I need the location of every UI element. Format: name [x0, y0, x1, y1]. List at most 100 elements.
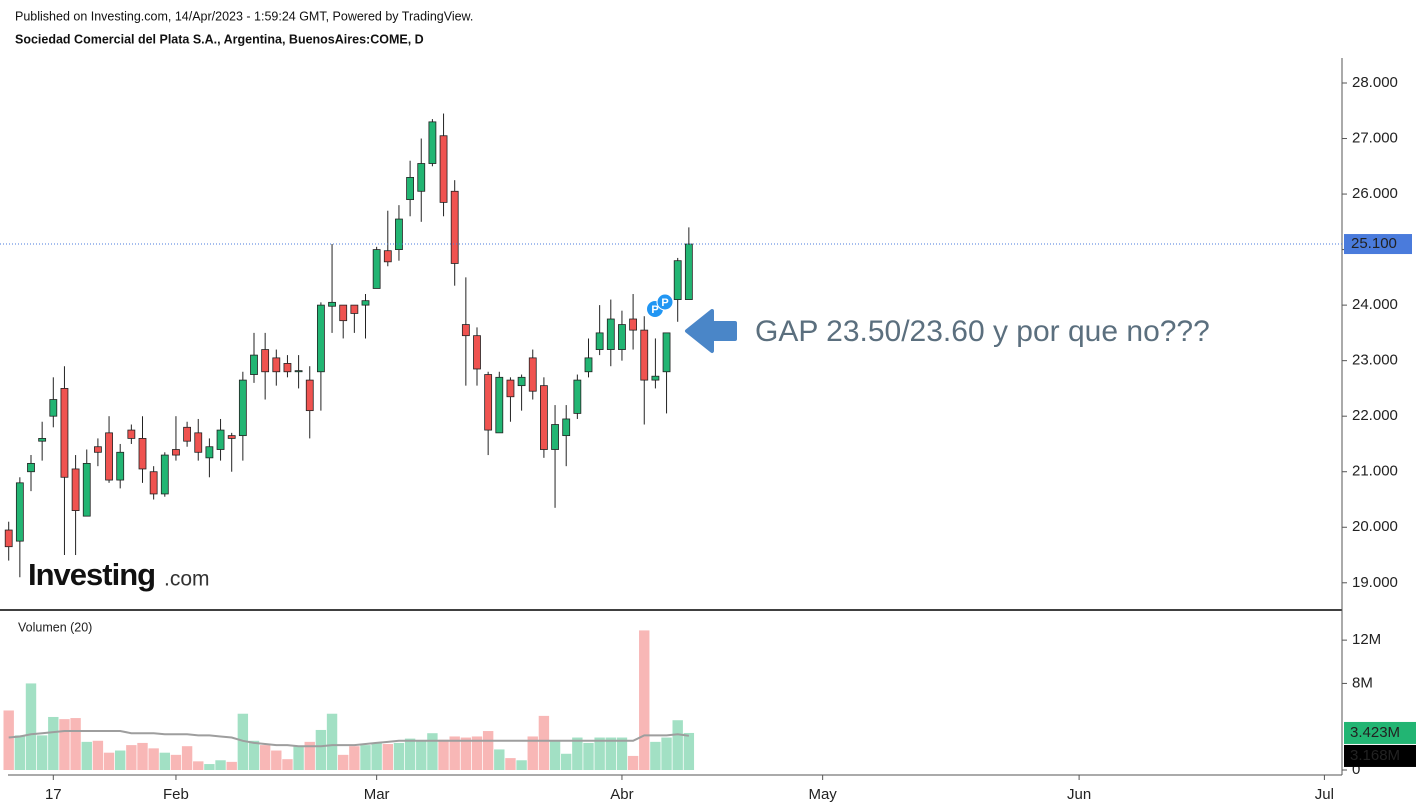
- candle-body: [261, 349, 270, 373]
- y-tick-label: 12M: [1352, 631, 1381, 648]
- volume-bar: [616, 737, 628, 770]
- marker-dot: [656, 293, 674, 311]
- volume-bar: [48, 716, 59, 770]
- volume-bar: [271, 750, 282, 770]
- annotation: GAP 23.50/23.60 y por que no???: [755, 315, 1210, 348]
- volume-bar: [449, 736, 460, 770]
- candle-body: [673, 260, 682, 300]
- candle-body: [138, 438, 147, 470]
- volume-bar: [14, 735, 26, 770]
- candle-body: [294, 370, 303, 373]
- volume-bar: [103, 752, 115, 770]
- candle-body: [4, 529, 13, 548]
- volume-bar: [25, 683, 37, 770]
- y-tick-label: 21.000: [1352, 463, 1398, 480]
- candle-body: [506, 379, 515, 398]
- volume-bar: [204, 764, 215, 770]
- volume-bar: [516, 760, 527, 770]
- candle-body: [149, 471, 158, 495]
- volume-bar: [282, 759, 293, 770]
- candle-body: [461, 324, 470, 337]
- candle-body: [684, 243, 693, 300]
- candle-body: [116, 451, 125, 481]
- candle-body: [227, 435, 236, 439]
- volume-bar: [215, 760, 226, 770]
- candle-body: [573, 379, 582, 414]
- logo-suffix: .com: [164, 568, 210, 591]
- volume-bar: [360, 745, 371, 770]
- candle-body: [205, 446, 214, 459]
- candle-body: [15, 482, 24, 542]
- volume-bar: [126, 745, 137, 770]
- candles: [4, 113, 693, 578]
- candle-body: [406, 176, 415, 201]
- candle-body: [172, 449, 180, 456]
- candle-body: [439, 135, 448, 203]
- marker-label: P: [661, 297, 668, 309]
- last-volume-box: [1344, 721, 1416, 744]
- last-price-label: 25.100: [1351, 235, 1397, 252]
- volume-bar: [349, 746, 360, 770]
- candle-body: [316, 304, 325, 373]
- candle-body: [49, 399, 58, 417]
- volume-title: Volumen (20): [18, 620, 92, 634]
- volume-bar: [661, 737, 672, 770]
- volume-bar: [3, 710, 14, 770]
- x-tick-label: Mar: [364, 786, 390, 803]
- candle-body: [339, 304, 348, 322]
- volume-bar: [371, 742, 382, 770]
- volume-bar: [583, 742, 594, 770]
- volume-bar: [115, 750, 126, 770]
- marker-label: P: [651, 304, 658, 316]
- volume-bar: [36, 735, 48, 770]
- volume-bar: [92, 740, 104, 770]
- candle-body: [584, 357, 593, 373]
- candle-body: [238, 379, 247, 437]
- candle-body: [484, 374, 493, 431]
- last-ma-label: 3.168M: [1350, 747, 1400, 764]
- y-tick-label: 20.000: [1352, 518, 1398, 535]
- candle-body: [450, 190, 459, 264]
- y-tick-label: 22.000: [1352, 407, 1398, 424]
- volume-bar: [438, 739, 449, 770]
- annotation-arrow: [685, 309, 737, 353]
- candle-body: [272, 357, 281, 373]
- volume-bar: [572, 737, 583, 770]
- candle-body: [27, 462, 35, 473]
- volume-bar: [137, 742, 148, 770]
- y-tick-label: 8M: [1352, 674, 1373, 691]
- volume-bar: [70, 718, 81, 770]
- candle-body: [183, 426, 192, 442]
- y-tick-label: 23.000: [1352, 352, 1398, 369]
- volume-bar: [326, 713, 338, 770]
- volume-ma-line: [8, 730, 690, 748]
- candle-body: [283, 363, 292, 373]
- candle-body: [540, 385, 548, 450]
- volume-bar: [237, 713, 249, 770]
- last-price-box: [1344, 234, 1412, 255]
- logo-text: Investing: [28, 557, 155, 592]
- volume-bar: [382, 744, 393, 770]
- volume-bar: [304, 741, 315, 770]
- volume-bar: [404, 738, 416, 770]
- volume-bars: [3, 630, 695, 770]
- y-tick-label: 28.000: [1352, 74, 1398, 91]
- y-tick-label: 27.000: [1352, 129, 1398, 146]
- candle-body: [160, 454, 169, 495]
- y-tick-label: 19.000: [1352, 574, 1398, 591]
- candle-body: [250, 354, 258, 375]
- volume-bar: [650, 741, 661, 770]
- candle-body: [328, 301, 336, 307]
- candle-body: [495, 376, 504, 434]
- volume-bar: [193, 761, 204, 770]
- candle-body: [350, 304, 359, 314]
- volume-bar: [81, 741, 92, 770]
- volume-bar: [159, 752, 170, 770]
- volume-bar: [494, 749, 505, 770]
- y-tick-label: 24.000: [1352, 296, 1398, 313]
- candle-body: [94, 446, 102, 453]
- candle-body: [82, 462, 91, 517]
- volume-bar: [639, 630, 650, 770]
- candle-body: [606, 318, 615, 350]
